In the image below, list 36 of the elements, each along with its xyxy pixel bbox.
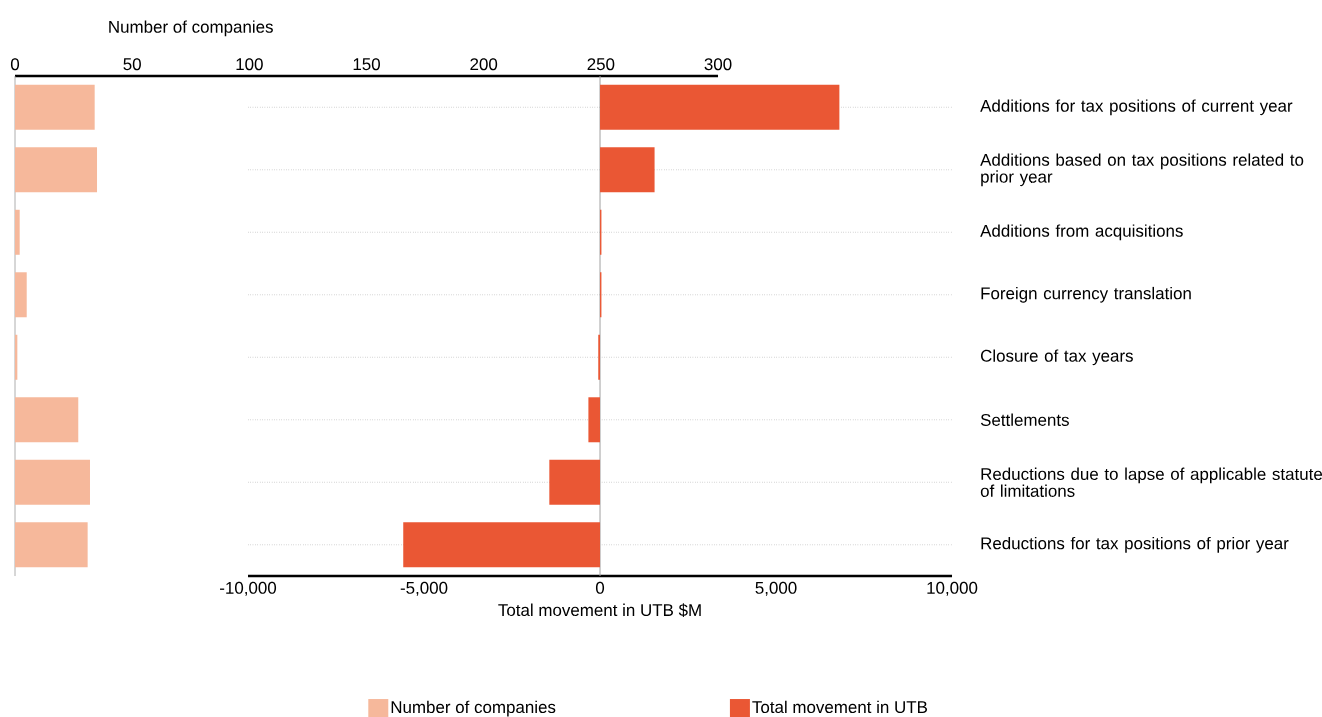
- bar: [600, 84, 840, 130]
- y-tick-label: Closure of tax years: [980, 349, 1133, 366]
- y-tick-label: Foreign currency translation: [981, 286, 1191, 303]
- x-axis-title: Number of companies: [109, 20, 273, 37]
- bar: [588, 397, 601, 443]
- x-tick-label: 150: [353, 58, 380, 71]
- legend-label: Total movement in UTB: [752, 700, 928, 714]
- bar: [15, 459, 90, 505]
- y-tick-label: Reductions due to lapse of applicable statute of limitations: [980, 467, 1322, 497]
- bar: [15, 522, 88, 568]
- y-tick-label: Additions for tax positions of current year: [980, 99, 1293, 116]
- x-tick-label: 250: [587, 58, 615, 71]
- x-tick-label: 100: [236, 58, 263, 71]
- x-tick-label: 200: [470, 58, 498, 71]
- y-tick-label: Additions from acquisitions: [980, 224, 1183, 241]
- bar: [549, 459, 601, 505]
- y-tick-label: Settlements: [980, 413, 1069, 426]
- x-tick-label: 300: [704, 58, 732, 71]
- bar: [15, 209, 20, 255]
- bar: [15, 147, 98, 193]
- bar: [15, 397, 79, 443]
- x-tick-label: 10,000: [927, 581, 978, 596]
- y-tick-label: Reductions for tax positions of prior year: [981, 536, 1289, 553]
- legend-label: Number of companies: [391, 700, 556, 717]
- x-tick-label: 5,000: [755, 581, 797, 596]
- x-tick-label: 50: [123, 58, 141, 71]
- bar: [600, 147, 655, 193]
- x-tick-label: -10,000: [220, 581, 277, 596]
- bar: [15, 84, 95, 130]
- x-tick-label: 0: [595, 581, 605, 594]
- bar: [15, 272, 27, 318]
- bar: [403, 522, 601, 568]
- y-tick-label: Additions based on tax positions related to prior year: [980, 153, 1304, 187]
- x-tick-label: -5,000: [400, 581, 448, 596]
- x-tick-label: 0: [10, 58, 20, 71]
- x-axis-title: Total movement in UTB $M: [498, 603, 701, 618]
